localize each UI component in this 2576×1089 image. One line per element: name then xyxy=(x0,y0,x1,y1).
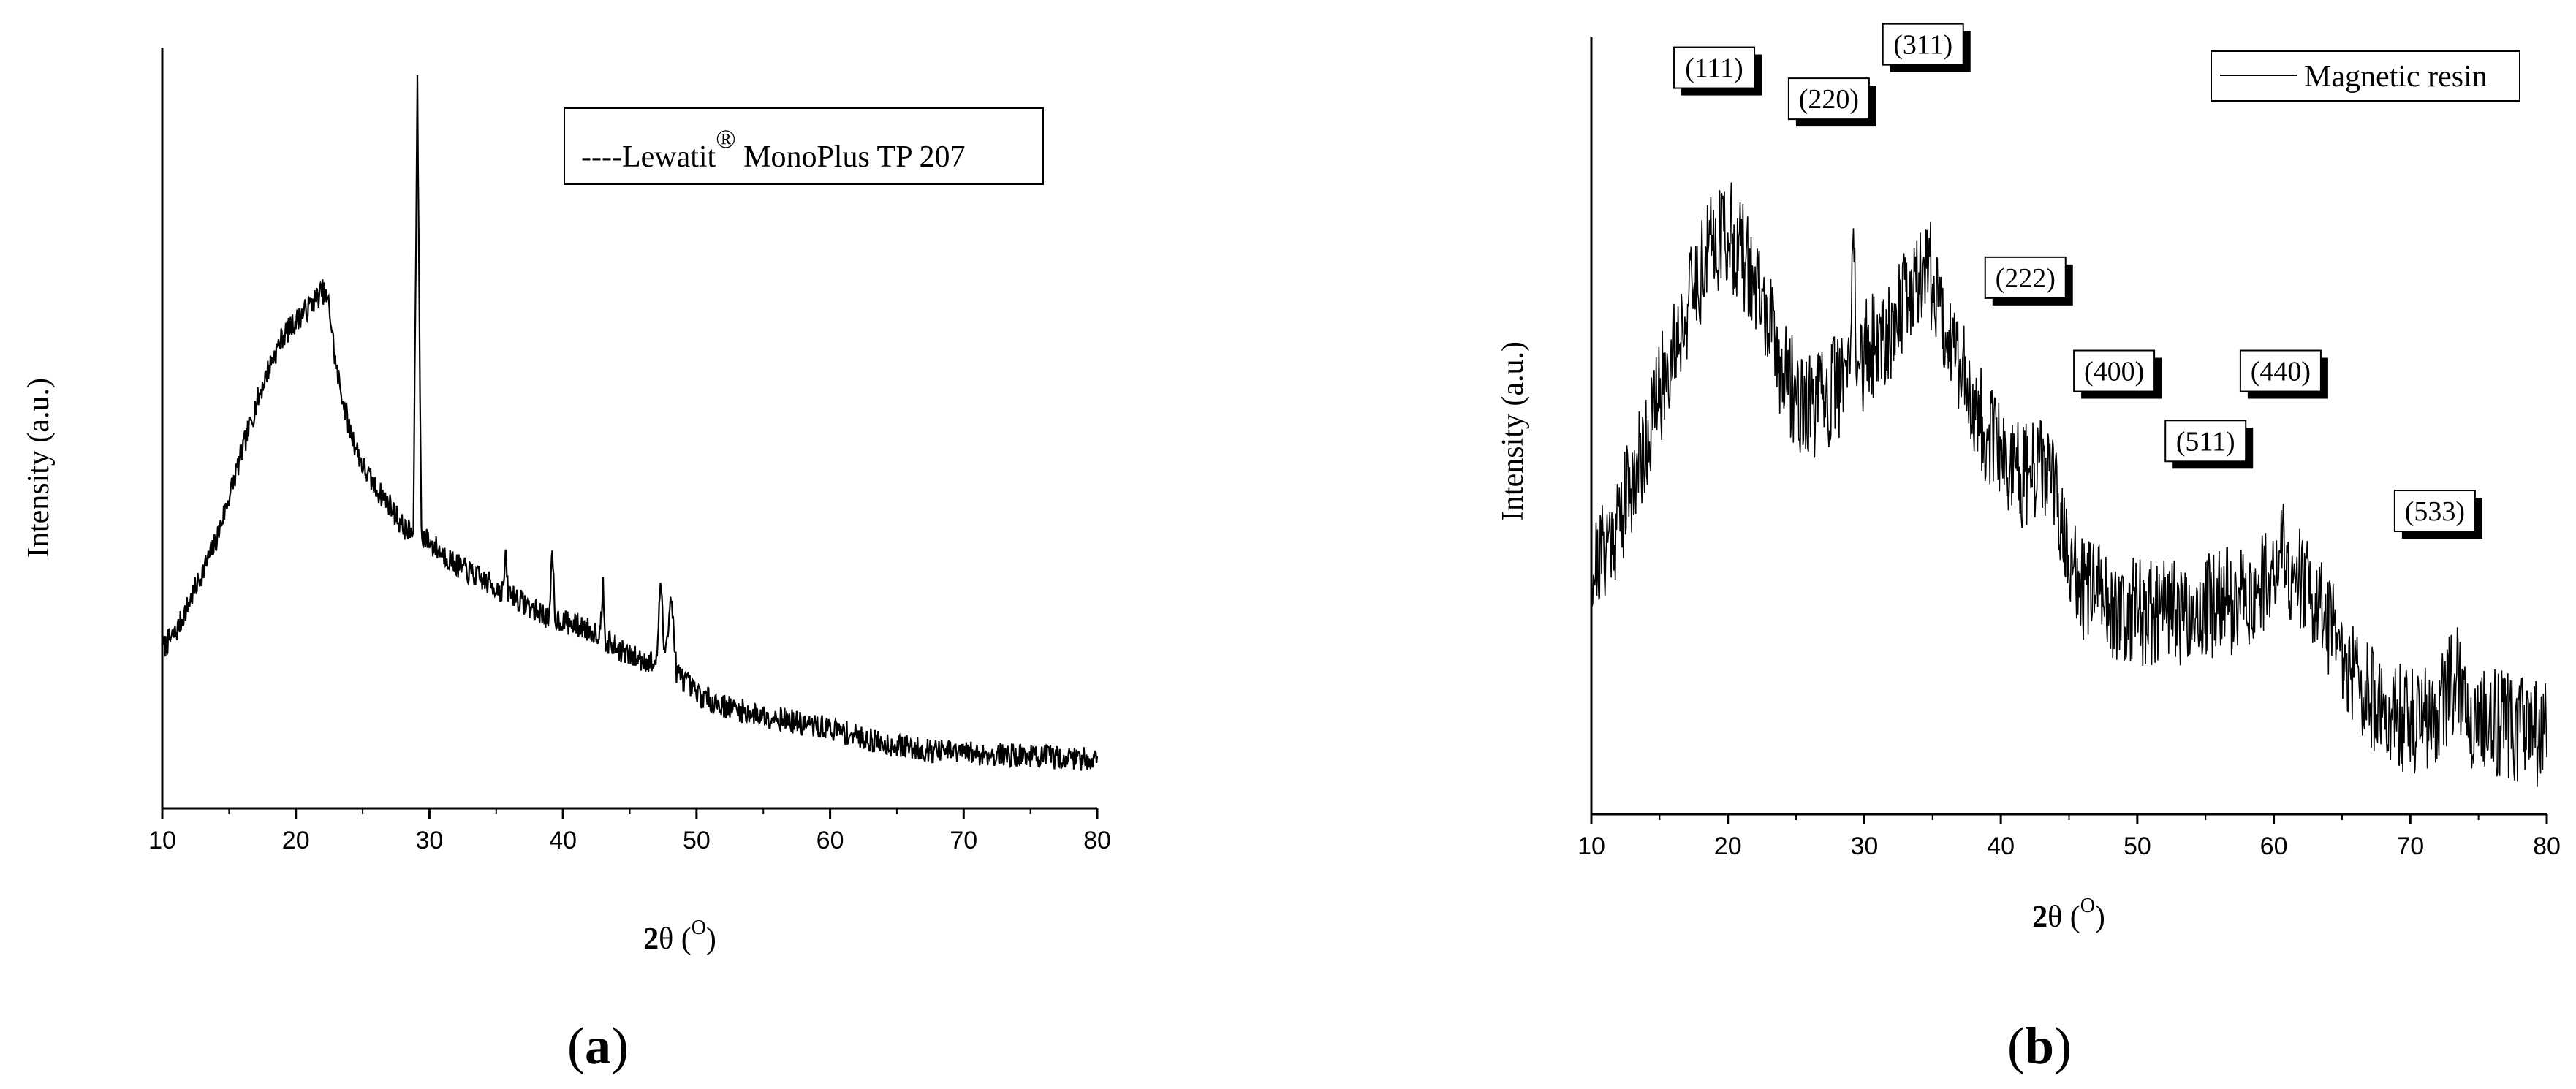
legend-entry-magnetic-resin: Magnetic resin xyxy=(2304,60,2488,94)
peak-label-text: (222) xyxy=(1996,263,2056,294)
x-ticks xyxy=(1590,814,2548,824)
x-tick-label: 60 xyxy=(817,827,844,854)
x-tick-label: 70 xyxy=(2396,832,2424,860)
chart-panel-b: 10 20 30 40 50 60 70 80 (111) (220) (311) (222) (40… xyxy=(1496,23,2561,1075)
x-tick-label: 10 xyxy=(1577,832,1605,860)
peak-label-440: (440) xyxy=(2239,349,2328,399)
peak-label-text: (400) xyxy=(2084,357,2144,387)
legend: Magnetic resin xyxy=(2211,50,2520,102)
x-tick-label: 40 xyxy=(1987,832,2015,860)
peak-label-box xyxy=(2073,349,2156,392)
peak-label-text: (220) xyxy=(1799,84,1859,115)
panel-label-a: (a) xyxy=(567,1017,629,1075)
x-tick-label: 80 xyxy=(2533,832,2561,860)
x-ticks xyxy=(161,808,1099,819)
x-tick-label: 40 xyxy=(549,827,577,854)
peak-label-511: (511) xyxy=(2164,420,2254,469)
legend-box xyxy=(564,107,1044,185)
peak-label-text: (440) xyxy=(2251,357,2311,387)
x-tick-label: 30 xyxy=(416,827,444,854)
peak-label-box xyxy=(1882,23,1964,66)
x-tick-label: 10 xyxy=(148,827,176,854)
peak-label-220: (220) xyxy=(1787,77,1876,127)
peak-label-222: (222) xyxy=(1984,256,2073,306)
peak-label-box xyxy=(1984,256,2067,299)
series-line-magnetic-resin xyxy=(1591,182,2547,787)
x-tick-label: 20 xyxy=(282,827,310,854)
legend: ----Lewatit® MonoPlus TP 207 xyxy=(564,107,1044,185)
y-axis-label: Intensity (a.u.) xyxy=(22,378,56,558)
peak-label-box xyxy=(2239,349,2322,392)
chart-panel-a: 10 20 30 40 50 60 70 80 Intensity (a.u.) 2θ (O)… xyxy=(22,48,1111,1075)
y-axis-label: Intensity (a.u.) xyxy=(1496,341,1530,521)
x-tick-label: 60 xyxy=(2260,832,2288,860)
x-tick-label: 30 xyxy=(1851,832,1879,860)
peak-label-text: (311) xyxy=(1893,30,1952,61)
peak-annotations: (111) (220) (311) (222) (400) (511) (440) (533) xyxy=(1673,23,2482,539)
peak-label-111: (111) xyxy=(1673,46,1762,96)
x-tick-label: 50 xyxy=(683,827,711,854)
peak-label-text: (533) xyxy=(2405,496,2465,527)
x-tick-label: 70 xyxy=(950,827,977,854)
peak-label-box xyxy=(2393,490,2476,533)
peak-label-box xyxy=(1673,46,1756,89)
peak-label-311: (311) xyxy=(1882,23,1971,72)
legend-entry-lewatit: ----Lewatit® MonoPlus TP 207 xyxy=(581,124,966,174)
series-line-lewatit xyxy=(161,75,1099,771)
x-tick-labels: 10 20 30 40 50 60 70 80 xyxy=(148,827,1111,854)
peak-label-533: (533) xyxy=(2393,490,2482,539)
x-tick-label: 50 xyxy=(2124,832,2151,860)
peak-label-box xyxy=(2164,420,2247,463)
peak-label-box xyxy=(1787,77,1870,121)
peak-label-text: (511) xyxy=(2176,426,2235,457)
x-tick-label: 80 xyxy=(1083,827,1111,854)
x-axis-label: 2θ (O) xyxy=(643,917,716,956)
peak-label-text: (111) xyxy=(1685,53,1743,84)
x-tick-label: 20 xyxy=(1714,832,1742,860)
x-tick-labels: 10 20 30 40 50 60 70 80 xyxy=(1577,832,2561,860)
peak-label-400: (400) xyxy=(2073,349,2162,399)
panel-label-b: (b) xyxy=(2007,1017,2072,1075)
x-axis-label: 2θ (O) xyxy=(2032,895,2105,934)
